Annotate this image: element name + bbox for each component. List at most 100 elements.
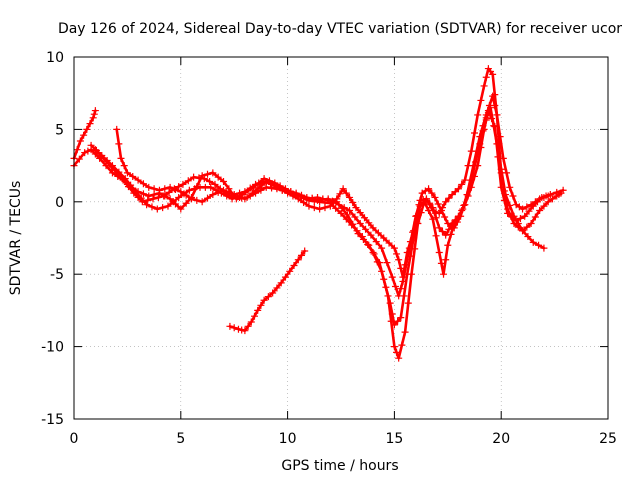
data-point [406, 252, 414, 260]
data-point [148, 203, 156, 211]
data-point [508, 213, 516, 221]
data-point [521, 212, 529, 220]
data-point [326, 199, 334, 207]
data-point [278, 186, 286, 194]
data-point [294, 192, 302, 200]
data-point [230, 192, 238, 200]
data-point [120, 162, 128, 170]
data-point [294, 256, 302, 264]
data-point [428, 189, 436, 197]
data-point [123, 169, 131, 177]
series-layer [70, 65, 567, 362]
data-point [161, 185, 169, 193]
data-point [281, 273, 289, 281]
data-point [184, 177, 192, 185]
data-point [525, 207, 533, 215]
data-point [80, 131, 88, 139]
data-point [193, 183, 201, 191]
data-point [332, 204, 340, 212]
data-point [442, 231, 450, 239]
data-point [90, 110, 98, 118]
data-point [264, 293, 272, 301]
data-point [401, 261, 409, 269]
data-point [494, 153, 502, 161]
data-point [454, 185, 462, 193]
data-point [171, 200, 179, 208]
data-point [244, 322, 252, 330]
data-point [190, 173, 198, 181]
data-point [435, 224, 443, 232]
y-tick-label: 0 [55, 195, 64, 211]
data-point [336, 190, 344, 198]
data-point [349, 199, 357, 207]
data-point [225, 185, 233, 193]
data-point [531, 213, 539, 221]
data-point [516, 214, 524, 222]
data-point [91, 107, 99, 115]
data-point [382, 283, 390, 291]
data-point [386, 299, 394, 307]
data-point [73, 146, 81, 154]
data-point [524, 233, 532, 241]
data-point [206, 178, 214, 186]
data-point [404, 299, 412, 307]
data-point [129, 184, 137, 192]
y-tick-label: -5 [50, 267, 64, 283]
data-point [500, 196, 508, 204]
data-point [346, 193, 354, 201]
data-point [166, 195, 174, 203]
data-point [559, 186, 567, 194]
data-point [474, 111, 482, 119]
data-point [209, 191, 217, 199]
data-point [177, 205, 185, 213]
data-point [362, 225, 370, 233]
data-point [491, 123, 499, 131]
data-point [488, 115, 496, 123]
data-point [284, 188, 292, 196]
data-point [464, 192, 472, 200]
data-point [388, 310, 396, 318]
plot-frame [73, 56, 609, 420]
data-point [310, 204, 318, 212]
data-point [529, 238, 537, 246]
data-point [337, 209, 345, 217]
data-point [159, 204, 167, 212]
data-point [437, 259, 445, 267]
x-axis-label: GPS time / hours [281, 458, 398, 474]
data-point [164, 202, 172, 210]
data-point [548, 195, 556, 203]
data-point [399, 273, 407, 281]
data-point [153, 205, 161, 213]
data-point [214, 173, 222, 181]
data-point [145, 192, 153, 200]
data-point [413, 218, 421, 226]
data-point [75, 155, 83, 163]
data-point [461, 176, 469, 184]
data-point [252, 180, 260, 188]
data-point [441, 213, 449, 221]
data-point [509, 192, 517, 200]
data-point [435, 209, 443, 217]
grid-layer [74, 57, 608, 419]
data-point [534, 198, 542, 206]
data-point [230, 324, 238, 332]
data-point [499, 154, 507, 162]
data-point [129, 172, 137, 180]
data-point [257, 179, 265, 187]
data-point [374, 229, 382, 237]
data-point [297, 251, 305, 259]
data-point [438, 227, 446, 235]
data-point [343, 211, 351, 219]
data-point [380, 234, 388, 242]
data-point [333, 195, 341, 203]
data-point [491, 91, 499, 99]
data-point [480, 125, 488, 133]
data-point [489, 70, 497, 78]
data-point [503, 169, 511, 177]
data-point [356, 220, 364, 228]
data-point [400, 292, 408, 300]
data-point [358, 233, 366, 241]
data-point [410, 234, 418, 242]
data-point [540, 202, 548, 210]
